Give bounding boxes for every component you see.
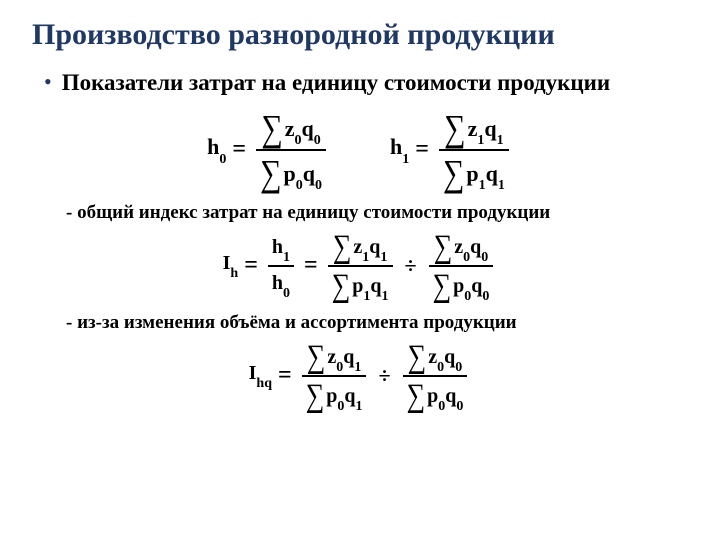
subtext-2: - из-за изменения объёма и ассортимента … [66,312,688,334]
slide: Производство разнородной продукции • Пок… [0,0,720,432]
bullet-text: Показатели затрат на единицу стоимости п… [62,69,610,98]
formula-h0: h0 = ∑z0q0 ∑p0q0 [207,108,330,192]
formula-Ihq: Ihq = ∑z0q1 ∑p0q1 ÷ ∑z0q0 ∑p0q0 [32,340,688,412]
bullet-item: • Показатели затрат на единицу стоимости… [32,69,688,98]
subtext-1: - общий индекс затрат на единицу стоимос… [66,202,688,224]
formula-h1: h1 = ∑z1q1 ∑p1q1 [390,108,513,192]
slide-title: Производство разнородной продукции [32,18,688,51]
bullet-marker: • [32,69,52,95]
formula-Ih: Ih = h1 h0 = ∑z1q1 ∑p1q1 ÷ ∑z0q0 ∑p0q0 [32,230,688,302]
formula-h0-h1: h0 = ∑z0q0 ∑p0q0 h1 = ∑z1q1 ∑p1q1 [32,108,688,192]
